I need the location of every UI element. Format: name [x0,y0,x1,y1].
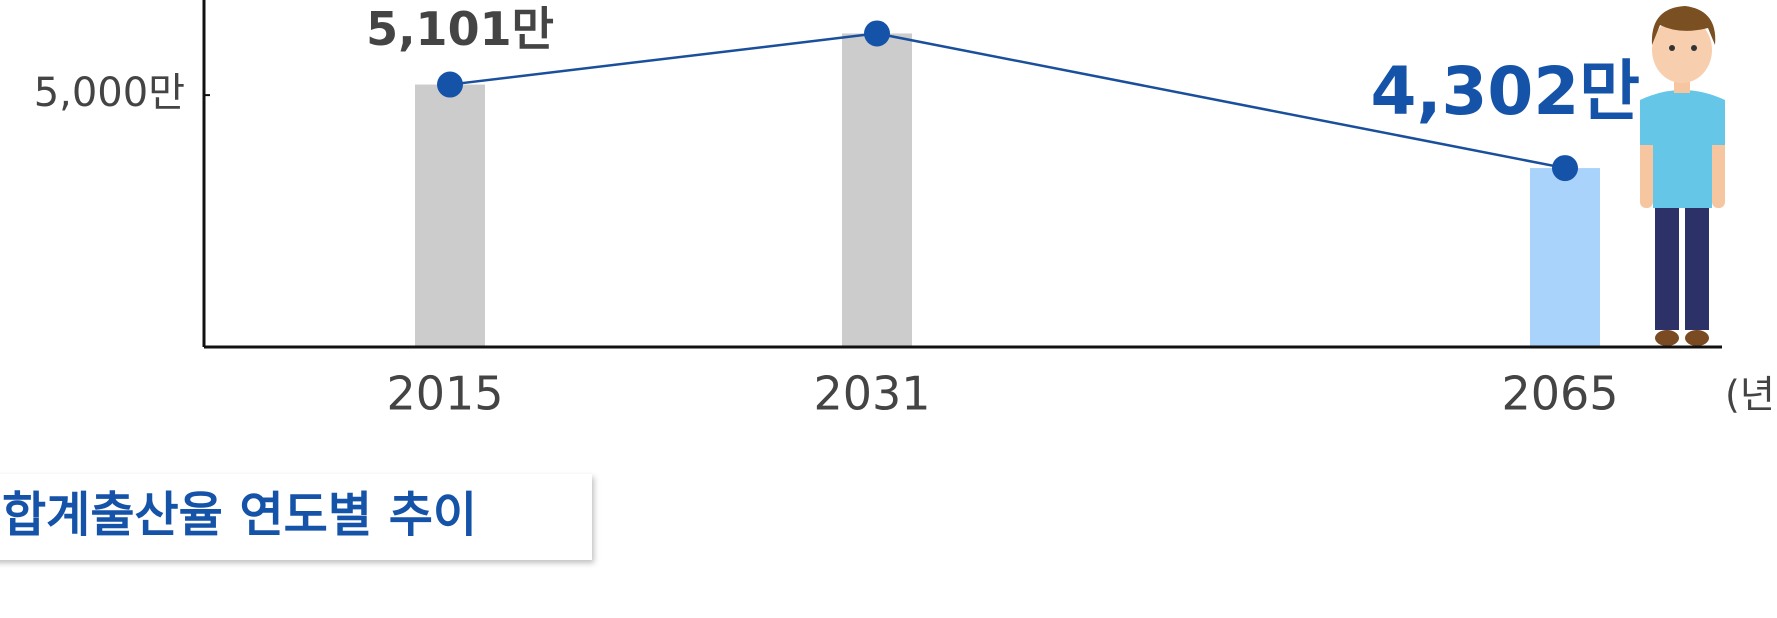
section-heading: 합계출산율 연도별 추이 [2,487,477,543]
x-tick-label: 2015 [386,367,503,421]
x-tick-label: 2031 [813,367,930,421]
point [864,20,890,47]
bar [1530,168,1600,346]
point [437,71,463,98]
heading-box [0,474,592,560]
x-axis-label: (년) [1725,373,1777,417]
y-tick-label: 5,000만 [34,70,185,116]
person-illustration [1640,6,1725,346]
data-label: 5,101만 [366,2,554,56]
bar [842,33,912,347]
x-tick-label: 2065 [1501,367,1618,421]
bar [415,84,485,347]
data-label: 4,302만 [1371,53,1640,130]
point [1552,155,1578,182]
